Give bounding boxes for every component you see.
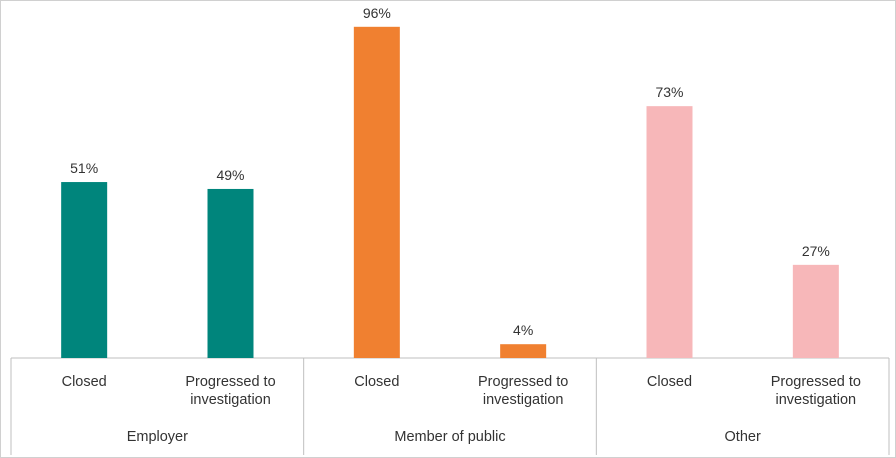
category-tick-label: Closed: [354, 374, 399, 390]
category-tick-label: Progressed to investigation: [771, 374, 861, 408]
data-label: 27%: [802, 243, 830, 259]
data-label: 96%: [363, 5, 391, 21]
category-tick-label: Progressed to investigation: [185, 374, 275, 408]
category-tick-label: Closed: [647, 374, 692, 390]
bar: [792, 264, 839, 358]
data-label: 73%: [655, 84, 683, 100]
category-tick-label: Closed: [62, 374, 107, 390]
bar: [353, 26, 400, 359]
data-label: 49%: [216, 167, 244, 183]
bar: [61, 182, 108, 358]
data-label: 4%: [513, 322, 533, 338]
bar: [646, 106, 693, 359]
bar: [207, 188, 254, 358]
category-tick-label: Progressed to investigation: [478, 374, 568, 408]
group-tick-label: Employer: [127, 429, 188, 445]
group-tick-label: Member of public: [394, 429, 505, 445]
data-label: 51%: [70, 160, 98, 176]
bar: [500, 344, 547, 358]
group-tick-label: Other: [725, 429, 761, 445]
